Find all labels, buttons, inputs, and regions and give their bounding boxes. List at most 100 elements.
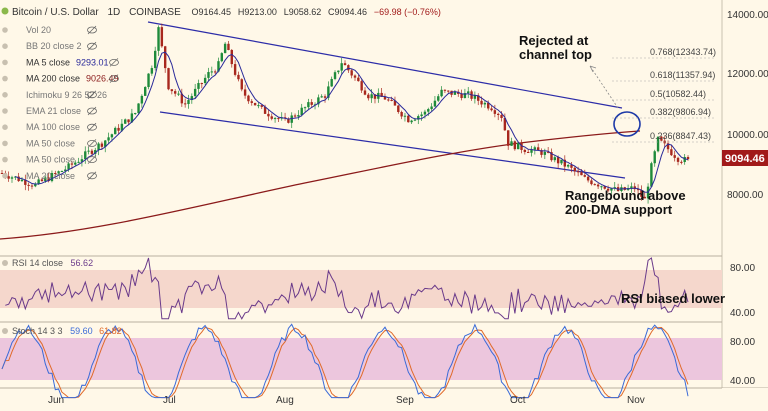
candle-body [233, 64, 237, 75]
candle-body [127, 119, 130, 123]
candle-body [573, 167, 576, 172]
candle-body [586, 176, 590, 181]
indicator-label[interactable]: EMA 21 close [26, 106, 81, 116]
candle-body [70, 163, 74, 165]
visibility-off-icon[interactable] [109, 74, 119, 83]
time-tick: Jul [163, 395, 176, 406]
candle-body [137, 103, 140, 114]
candle-body [14, 176, 17, 178]
candle-body [203, 77, 207, 84]
candle-body [333, 72, 337, 79]
visibility-off-icon[interactable] [109, 58, 119, 67]
indicator-label[interactable]: MA 200 close 9026.49 [26, 74, 119, 84]
candle-body [347, 65, 350, 71]
candle-body [250, 101, 253, 103]
visibility-off-icon[interactable] [87, 139, 97, 148]
candle-body [540, 150, 543, 155]
candle-body [67, 163, 70, 170]
visibility-off-icon[interactable] [87, 171, 97, 181]
visibility-off-icon[interactable] [87, 25, 97, 35]
candle-body [383, 96, 387, 100]
candle-body [427, 109, 430, 112]
candle-body [493, 110, 497, 114]
channel-top-line [147, 21, 623, 109]
candle-body [676, 157, 680, 162]
candle-body [47, 177, 50, 182]
candle-body [360, 81, 363, 91]
candle-body [193, 88, 197, 97]
candle-body [503, 118, 507, 131]
time-tick: Oct [510, 395, 526, 406]
candle-body [553, 157, 557, 161]
candle-body [290, 115, 293, 123]
visibility-off-icon[interactable] [87, 155, 97, 164]
candle-body [670, 149, 673, 156]
visibility-off-icon[interactable] [87, 122, 97, 132]
candle-body [150, 68, 154, 74]
candle-body [247, 95, 250, 102]
candle-body [543, 151, 547, 155]
rejected-annotation: Rejected at channel top [519, 33, 592, 62]
candle-body [64, 169, 67, 171]
candle-body [260, 105, 263, 107]
candle-body [523, 149, 527, 152]
stoch-band [0, 338, 722, 380]
candle-body [267, 113, 270, 117]
candle-body [407, 115, 410, 123]
candle-body [297, 115, 300, 117]
candle-body [270, 116, 273, 119]
rsi-tick: 80.00 [730, 263, 755, 274]
candle-body [477, 95, 480, 101]
candle-body [430, 106, 433, 110]
fib-label: 0.768(12343.74) [650, 47, 716, 57]
visibility-off-icon[interactable] [87, 90, 97, 100]
candle-body [320, 96, 323, 98]
visibility-off-icon[interactable] [87, 41, 97, 51]
indicator-label[interactable]: MA 100 close [26, 122, 80, 132]
candle-body [50, 173, 54, 182]
indicator-label[interactable]: Vol 20 [26, 25, 51, 35]
indicator-label[interactable]: MA 50 close [26, 155, 75, 165]
candle-body [467, 91, 470, 94]
candle-body [84, 151, 87, 160]
candle-body [90, 150, 94, 154]
candle-body [480, 100, 483, 105]
candle-body [497, 113, 500, 115]
candle-body [180, 93, 184, 104]
candle-body [433, 100, 437, 107]
candle-body [20, 179, 24, 182]
indicator-label[interactable]: BB 20 close 2 [26, 41, 82, 51]
candle-body [656, 136, 660, 152]
candle-body [34, 183, 37, 187]
indicator-label[interactable]: MA 20 close [26, 171, 75, 181]
candle-body [453, 91, 457, 95]
candle-body [10, 177, 14, 179]
indicator-label[interactable]: MA 50 close [26, 138, 75, 148]
candle-body [483, 102, 487, 105]
candle-body [490, 108, 493, 111]
candle-body [157, 27, 160, 51]
candle-body [134, 113, 137, 115]
candle-body [526, 151, 530, 153]
candle-body [447, 90, 450, 92]
candle-body [300, 107, 303, 116]
stoch-tick: 40.00 [730, 376, 755, 387]
candle-body [57, 171, 60, 174]
candle-body [343, 63, 347, 66]
candle-body [237, 74, 240, 80]
indicator-label[interactable]: MA 5 close 9293.01 [26, 57, 109, 67]
candle-body [400, 111, 403, 117]
candle-body [666, 143, 670, 150]
candle-body [680, 161, 683, 163]
time-tick: Aug [276, 395, 294, 406]
candle-body [353, 75, 357, 78]
candle-body [390, 99, 393, 101]
candle-body [327, 86, 330, 98]
candle-body [40, 179, 44, 182]
candle-body [190, 96, 194, 101]
visibility-off-icon[interactable] [87, 106, 97, 116]
ma200-line [0, 130, 641, 240]
symbol-header: Bitcoin / U.S. Dollar 1D COINBASE O9164.… [12, 7, 441, 18]
candle-body [570, 164, 573, 168]
indicator-label[interactable]: Ichimoku 9 26 52 26 [26, 90, 107, 100]
